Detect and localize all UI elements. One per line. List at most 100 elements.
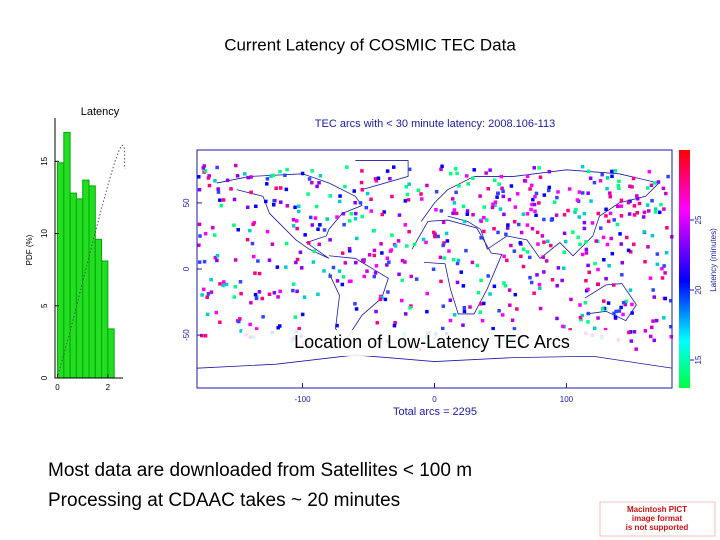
arc-dot [668,299,673,303]
arc-dot [659,202,663,207]
arc-dot [635,211,640,215]
arc-dot [650,233,655,238]
arc-dot [586,169,591,173]
arc-dot [248,228,252,233]
arc-dot [451,257,456,262]
arc-dot [655,252,660,256]
arc-dot [335,215,339,219]
arc-dot [233,163,238,168]
arc-dot [302,295,307,299]
arc-dot [620,273,624,277]
arc-dot [353,200,357,205]
y-tick-label: 15 [40,156,49,165]
histogram-title: Latency [81,106,120,118]
arc-dot [267,292,272,297]
arc-dot [215,165,219,170]
arc-dot [586,191,590,195]
coastline [411,219,503,315]
arc-dot [600,172,604,177]
arc-dot [447,249,451,253]
arc-dot [360,214,364,219]
arc-dot [386,290,390,294]
arc-dot [405,244,409,248]
arc-dot [265,229,270,234]
arc-dot [589,199,593,203]
bar [75,198,84,379]
arc-dot [432,230,436,235]
arc-dot [257,271,262,276]
arc-dot [552,200,557,204]
arc-dot [478,194,482,198]
arc-dot [452,201,457,205]
arc-dot [662,264,666,268]
arc-dot [532,166,536,170]
arc-dot [584,240,588,244]
arc-dot [580,191,585,195]
arc-dot [221,198,226,202]
arc-dot [441,220,446,225]
arc-dot [391,165,396,169]
y-tick-label: 5 [40,303,49,308]
arc-dot [563,239,568,244]
arc-dot [464,248,468,253]
arc-dot [248,322,252,327]
arc-dot [331,265,336,270]
arc-dot [586,287,590,292]
arc-dot [596,316,600,320]
arc-dot [260,296,264,301]
arc-dot [341,275,346,279]
arc-dot [528,275,532,280]
arc-dot [445,239,450,243]
arc-dot [251,254,256,259]
arc-dot [276,295,280,299]
arc-dot [507,197,512,202]
arc-dot [556,190,560,194]
arc-dot [464,174,469,178]
arc-dot [249,175,253,179]
arc-dot [385,256,390,260]
arc-dot [284,241,289,246]
x-tick-label: 2 [106,383,111,392]
arc-dot [616,184,620,188]
arc-dot [434,189,439,194]
arc-dot [271,173,275,178]
arc-dot [285,167,289,172]
arc-dot [594,239,598,243]
arc-dot [205,312,210,317]
arc-dot [547,185,552,190]
arc-dot [441,304,446,308]
arc-dot [632,204,637,208]
arc-dot [335,279,340,283]
arc-dot [491,326,495,331]
bar [101,260,109,379]
arc-dot [372,228,376,233]
arc-dot [293,205,297,210]
arc-dot [478,310,483,314]
arc-dot [625,235,629,240]
arc-dot [349,279,353,283]
arc-dot [537,166,541,170]
colorbar-label: Latency (minutes) [709,228,718,292]
colorbar-tick-label: 25 [694,215,703,224]
arc-dot [495,195,499,199]
arc-dot [249,300,253,305]
arc-dot [278,324,282,328]
arc-dot [246,175,250,180]
arc-dot [198,234,202,238]
arc-dot [649,183,654,188]
arc-dot [328,274,332,278]
arc-dot [619,204,624,208]
arc-dot [513,292,518,297]
map-x-label: Total arcs = 2295 [393,406,477,418]
arc-dot [535,230,540,235]
arc-dot [459,270,463,274]
map-title: TEC arcs with < 30 minute latency: 2008.… [315,118,555,130]
arc-dot [249,190,253,195]
arc-dot [373,271,378,275]
arc-dot [312,249,317,254]
arc-dot [586,320,590,324]
arc-dot [385,263,389,267]
arc-dot [582,211,587,216]
arc-dot [504,232,508,237]
